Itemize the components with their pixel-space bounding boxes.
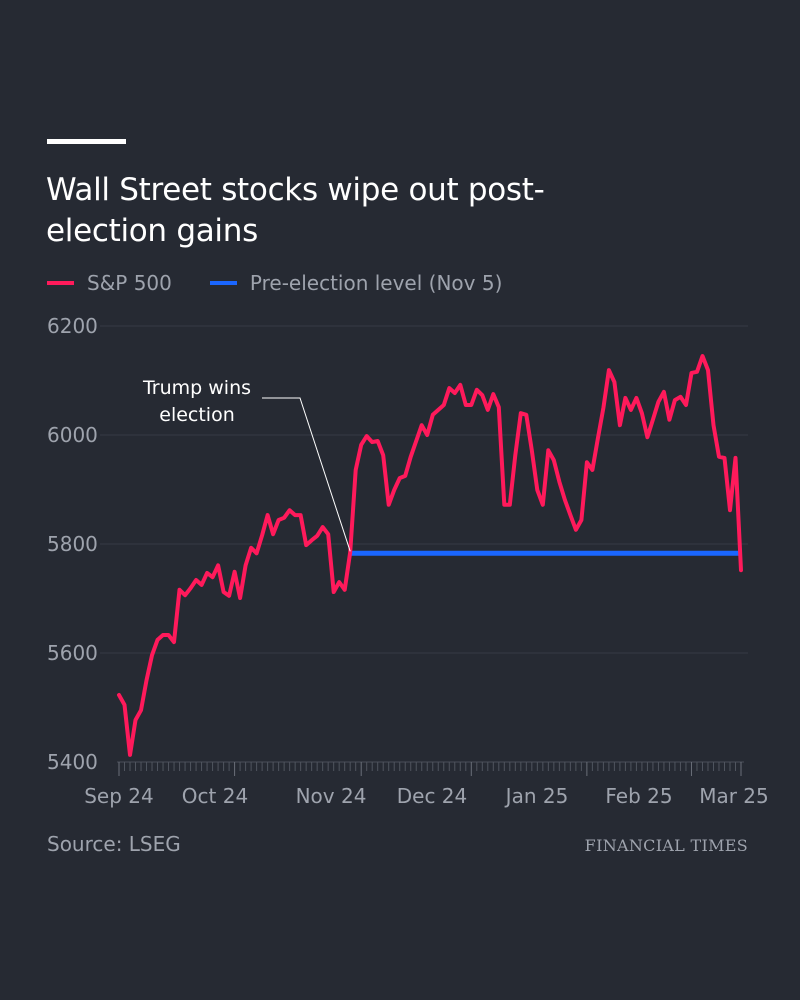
y-tick-label: 6000 [47, 423, 98, 447]
annotation-leader-line [262, 397, 351, 552]
ft-top-rule [47, 139, 126, 144]
x-tick-label: Oct 24 [182, 784, 248, 808]
x-tick-label: Jan 25 [504, 784, 569, 808]
legend-label-sp500: S&P 500 [87, 271, 172, 295]
legend-swatch-sp500 [47, 281, 74, 285]
legend: S&P 500 Pre-election level (Nov 5) [47, 271, 540, 295]
y-tick-label: 6200 [47, 314, 98, 338]
x-tick-label: Nov 24 [296, 784, 367, 808]
chart-title: Wall Street stocks wipe out post-electio… [46, 172, 545, 249]
legend-item-pre-election: Pre-election level (Nov 5) [209, 271, 503, 295]
annotation-label: Trump wins [142, 377, 251, 399]
legend-item-sp500: S&P 500 [47, 271, 172, 295]
x-tick-label: Dec 24 [397, 784, 468, 808]
annotation-label: election [159, 404, 235, 426]
x-tick-label: Sep 24 [84, 784, 154, 808]
x-tick-label: Feb 25 [605, 784, 672, 808]
x-tick-label: Mar 25 [699, 784, 769, 808]
ft-brand-logo: FINANCIAL TIMES [584, 836, 748, 855]
source-note: Source: LSEG [47, 832, 181, 856]
legend-label-pre-election: Pre-election level (Nov 5) [249, 271, 503, 295]
legend-swatch-pre-election [209, 281, 237, 285]
y-tick-label: 5800 [47, 532, 98, 556]
sp500-line [117, 354, 743, 757]
y-tick-label: 5400 [47, 750, 98, 774]
y-tick-label: 5600 [47, 641, 98, 665]
